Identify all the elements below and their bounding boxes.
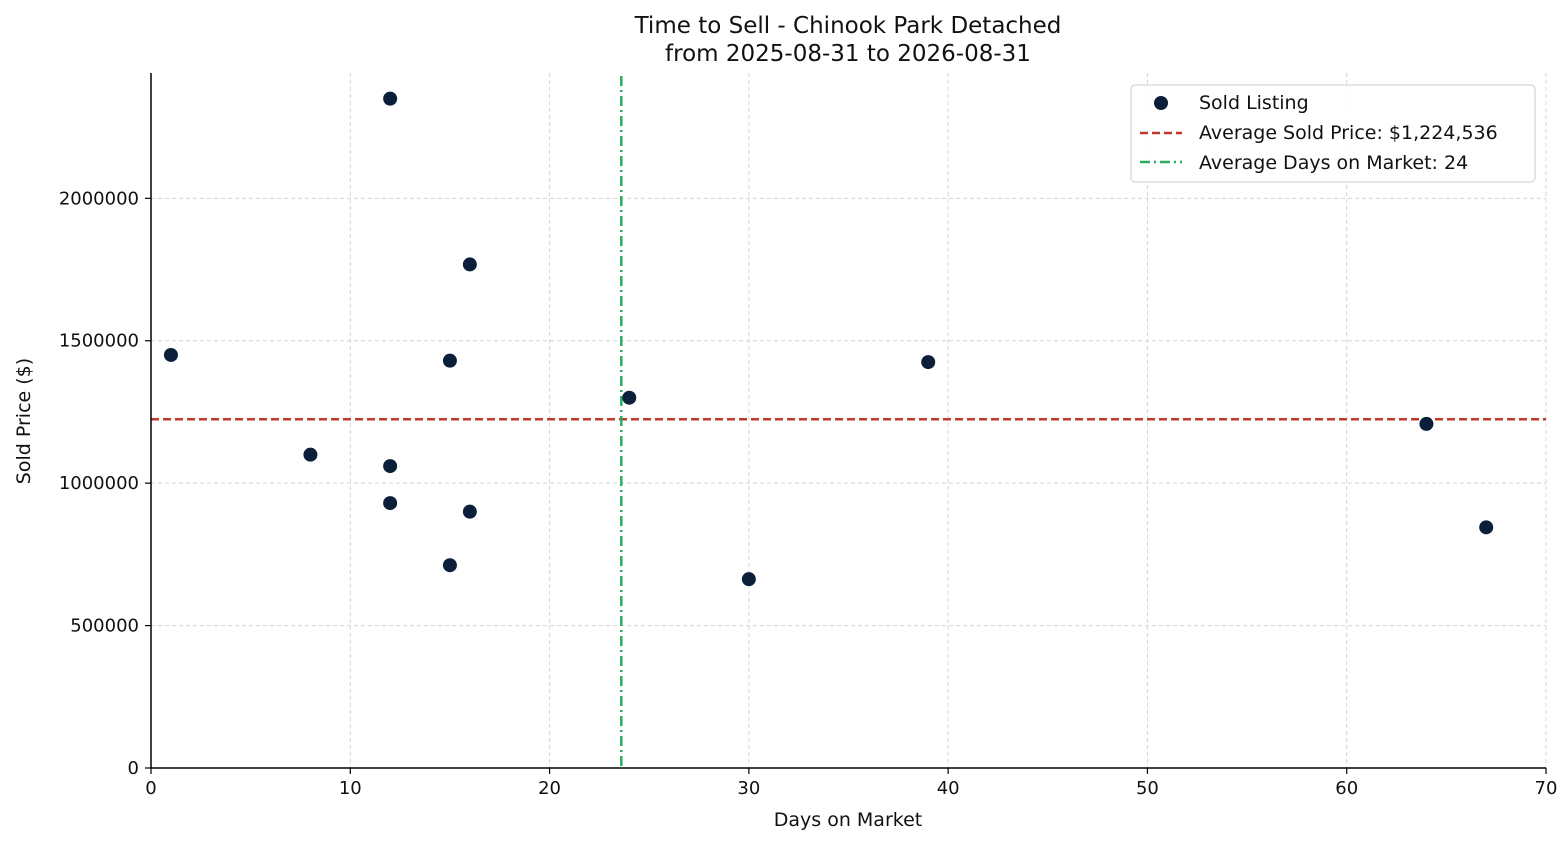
x-axis-ticks: 0 10 20 30 40 50 60 70 xyxy=(145,768,1557,799)
data-point xyxy=(383,496,398,511)
data-point xyxy=(442,558,457,573)
legend-box xyxy=(1130,84,1536,183)
chart-subtitle: from 2025-08-31 to 2026-08-31 xyxy=(665,41,1031,67)
data-point xyxy=(442,353,457,368)
data-point xyxy=(622,390,637,405)
x-tick-label: 40 xyxy=(937,778,960,799)
x-tick-label: 70 xyxy=(1535,778,1558,799)
data-point xyxy=(1479,520,1494,535)
legend-label-average-days: Average Days on Market: 24 xyxy=(1199,152,1468,174)
x-tick-label: 60 xyxy=(1335,778,1358,799)
legend-marker-sold-listing xyxy=(1154,96,1168,110)
x-axis-label: Days on Market xyxy=(774,809,922,831)
data-point xyxy=(462,257,477,272)
y-axis-ticks: 0 500000 1000000 1500000 2000000 xyxy=(59,188,151,779)
y-tick-label: 1500000 xyxy=(59,331,139,352)
y-tick-label: 0 xyxy=(128,758,139,779)
legend-label-average-price: Average Sold Price: $1,224,536 xyxy=(1199,122,1498,144)
reference-lines xyxy=(151,76,1546,768)
data-point xyxy=(741,572,756,587)
chart-title: Time to Sell - Chinook Park Detached xyxy=(634,13,1062,39)
data-point xyxy=(383,459,398,474)
data-point xyxy=(1419,416,1434,431)
legend-label-sold-listing: Sold Listing xyxy=(1199,92,1309,114)
data-point xyxy=(383,91,398,106)
data-point xyxy=(921,355,936,370)
data-point xyxy=(462,504,477,519)
data-points xyxy=(163,91,1494,587)
y-tick-label: 500000 xyxy=(70,616,139,637)
x-tick-label: 0 xyxy=(145,778,156,799)
data-point xyxy=(303,447,318,462)
y-axis-label: Sold Price ($) xyxy=(13,358,35,484)
y-tick-label: 2000000 xyxy=(59,188,139,209)
x-tick-label: 30 xyxy=(737,778,760,799)
x-tick-label: 50 xyxy=(1136,778,1159,799)
legend: Sold Listing Average Sold Price: $1,224,… xyxy=(1130,84,1536,183)
grid-lines xyxy=(151,73,1547,768)
data-point xyxy=(163,347,178,362)
x-tick-label: 10 xyxy=(339,778,362,799)
y-tick-label: 1000000 xyxy=(59,473,139,494)
x-tick-label: 20 xyxy=(538,778,561,799)
